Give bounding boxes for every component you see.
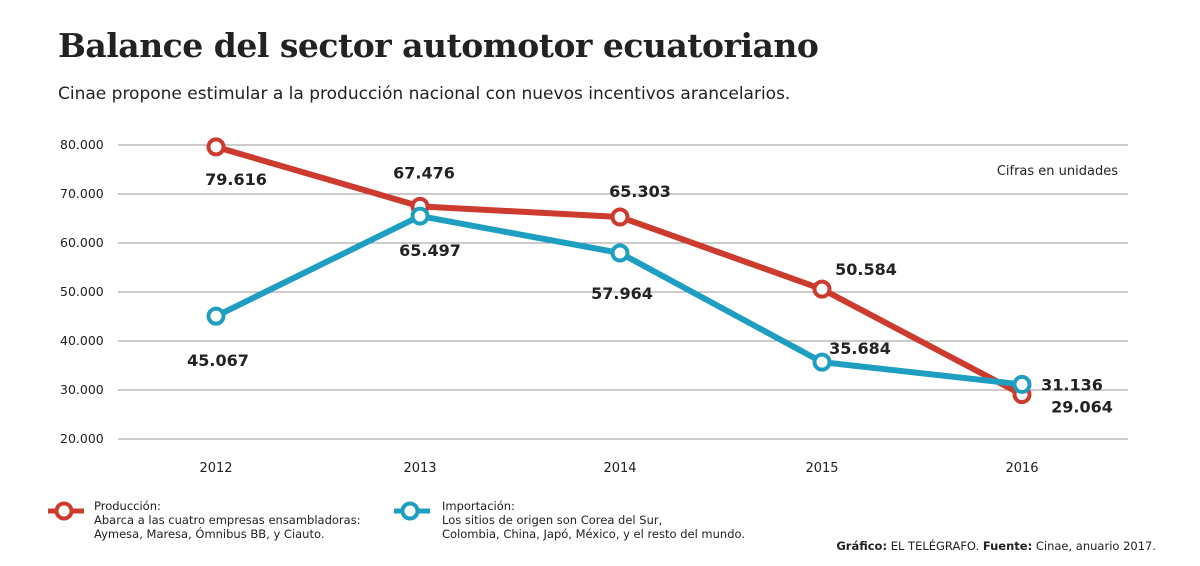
legend-desc-produccion-2: Aymesa, Maresa, Ómnibus BB, y Ciauto. bbox=[94, 527, 325, 541]
legend-marker-importacion bbox=[394, 501, 430, 521]
data-label-produccion: 67.476 bbox=[393, 163, 455, 182]
x-tick-label: 2014 bbox=[603, 461, 636, 476]
legend-label-produccion: Producción: bbox=[94, 499, 161, 513]
y-tick-label: 60.000 bbox=[60, 235, 104, 250]
y-tick-label: 30.000 bbox=[60, 382, 104, 397]
data-label-importacion: 57.964 bbox=[591, 284, 653, 303]
data-point-importacion bbox=[410, 206, 430, 226]
data-label-importacion: 45.067 bbox=[187, 351, 249, 370]
x-tick-label: 2012 bbox=[199, 461, 232, 476]
x-tick-label: 2015 bbox=[805, 461, 838, 476]
data-label-importacion: 65.497 bbox=[399, 241, 461, 260]
data-label-produccion: 50.584 bbox=[835, 260, 897, 279]
data-point-produccion bbox=[206, 137, 226, 157]
data-point-importacion bbox=[610, 243, 630, 263]
units-note: Cifras en unidades bbox=[997, 164, 1118, 179]
y-tick-label: 40.000 bbox=[60, 333, 104, 348]
data-point-importacion bbox=[1012, 374, 1032, 394]
x-tick-label: 2013 bbox=[403, 461, 436, 476]
data-label-produccion: 29.064 bbox=[1051, 398, 1113, 417]
y-tick-label: 50.000 bbox=[60, 284, 104, 299]
legend-marker-produccion bbox=[48, 501, 84, 521]
data-point-produccion bbox=[812, 279, 832, 299]
y-tick-label: 20.000 bbox=[60, 431, 104, 446]
data-point-importacion bbox=[812, 352, 832, 372]
data-label-produccion: 79.616 bbox=[205, 170, 267, 189]
data-point-importacion bbox=[206, 306, 226, 326]
data-label-importacion: 31.136 bbox=[1041, 375, 1103, 394]
legend-desc-produccion-1: Abarca a las cuatro empresas ensamblador… bbox=[94, 513, 361, 527]
chart-subtitle: Cinae propone estimular a la producción … bbox=[58, 84, 791, 104]
x-tick-label: 2016 bbox=[1005, 461, 1038, 476]
y-tick-label: 80.000 bbox=[60, 137, 104, 152]
legend-label-importacion: Importación: bbox=[442, 499, 515, 513]
credits-grafico-value: EL TELÉGRAFO. bbox=[890, 539, 980, 553]
credits-fuente-value: Cinae, anuario 2017. bbox=[1035, 539, 1156, 553]
credits-fuente-label: Fuente: bbox=[982, 539, 1033, 553]
legend-desc-importacion-1: Los sitios de origen son Corea del Sur, bbox=[442, 513, 663, 527]
line-chart: 80.000 70.000 60.000 50.000 40.000 30.000 20.0… bbox=[60, 137, 1128, 476]
legend-desc-importacion-2: Colombia, China, Japó, México, y el rest… bbox=[442, 527, 745, 541]
credits: Gráfico: EL TELÉGRAFO. Fuente: Cinae, an… bbox=[836, 539, 1156, 553]
y-tick-label: 70.000 bbox=[60, 186, 104, 201]
data-label-produccion: 65.303 bbox=[609, 182, 671, 201]
data-point-produccion bbox=[610, 207, 630, 227]
chart-title: Balance del sector automotor ecuatoriano bbox=[58, 26, 819, 65]
credits-grafico-label: Gráfico: bbox=[836, 539, 888, 553]
data-label-importacion: 35.684 bbox=[829, 339, 891, 358]
